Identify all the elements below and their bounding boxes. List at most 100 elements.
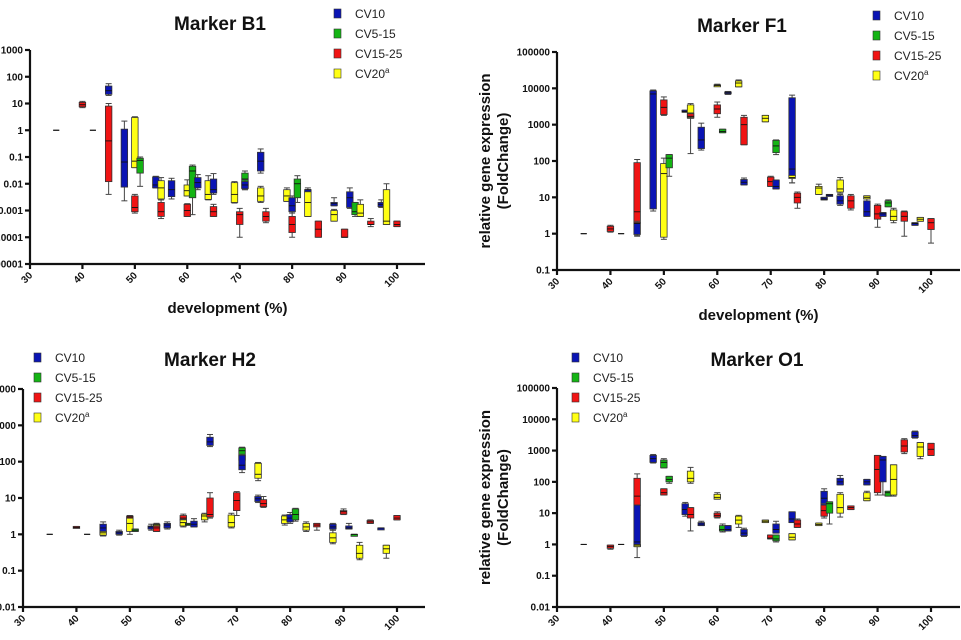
legend-label: CV5-15 (894, 29, 935, 43)
box-cv515-x50 (660, 458, 668, 469)
legend-superscript: a (385, 66, 390, 75)
box-iqr (793, 192, 802, 204)
box-cv20a-x69 (227, 512, 236, 529)
legend: CV10 CV5-15 CV15-25 CV20a (333, 7, 403, 81)
box-cv20a-x55 (157, 177, 165, 201)
legend-label: CV15-25 (355, 47, 403, 61)
box-cv1525-x95 (367, 218, 375, 228)
y-tick-label: 100 (533, 157, 550, 168)
box-iqr (346, 191, 354, 208)
x-tick-label: 80 (814, 613, 830, 629)
y-tick-label: 0.01 (4, 179, 24, 190)
box-cv10-x48 (649, 453, 657, 464)
legend-label: CV10 (355, 7, 385, 21)
box-cv10-x45 (633, 220, 641, 237)
box-cv20a-x60 (179, 518, 187, 528)
legend-swatch-cv10 (33, 352, 42, 363)
box-cv515-x92 (350, 533, 358, 537)
box-cv1525-x45 (104, 103, 113, 195)
box-cv1525-x75 (262, 207, 270, 224)
x-tick-label: 50 (119, 613, 135, 629)
box-iqr (836, 195, 844, 205)
box-iqr (340, 228, 349, 238)
x-tick-label: 40 (72, 270, 88, 286)
box-cv20a-x88 (329, 529, 337, 545)
box-cv1525-x100 (393, 220, 401, 228)
box-cv1525-x50 (126, 514, 134, 519)
box-cv20a-x88 (330, 208, 338, 222)
box-iqr (649, 90, 657, 210)
box-cv20a-x64 (735, 79, 743, 88)
box-iqr (740, 529, 748, 537)
box-cv1525-x95 (900, 210, 908, 237)
x-tick-label: 50 (653, 613, 669, 629)
box-iqr (847, 195, 855, 209)
legend-label: CV20a (355, 66, 390, 81)
chart-panel-h2: Marker H2 0.01 0.1 1 10 100 1000 10000 30 40 50 60 7… (0, 350, 425, 633)
box-cv10-x74 (788, 94, 796, 184)
legend: CV10 CV5-15 CV15-25 CV20a (33, 351, 103, 425)
x-tick-label: 40 (600, 613, 616, 629)
x-tick-label: 80 (814, 276, 830, 292)
box-iqr (330, 210, 338, 222)
legend-label: CV10 (593, 351, 623, 365)
box-cv515-x81 (291, 507, 300, 522)
y-tick-label: 1000 (1, 46, 24, 57)
box-cv515-x51 (665, 154, 673, 177)
box-cv20a-x55 (686, 103, 695, 155)
x-tick-label: 90 (333, 613, 349, 629)
legend-swatch-cv20a (333, 68, 342, 79)
box-cv10-x62 (724, 525, 732, 532)
box-iqr (633, 504, 641, 548)
box-cv20a-x79 (815, 522, 823, 527)
box-cv1525-x40 (72, 525, 81, 529)
box-cv20a-x69 (230, 181, 239, 204)
box-cv515-x61 (188, 164, 197, 216)
box-cv10-x97 (911, 430, 919, 439)
box-iqr (772, 523, 780, 534)
box-iqr (254, 462, 262, 479)
box-iqr (163, 522, 171, 529)
box-cv10-x88 (863, 478, 871, 486)
box-cv10-x65 (206, 433, 214, 448)
box-cv20a-x45 (99, 530, 107, 537)
box-iqr (304, 191, 312, 217)
legend-label: CV15-25 (894, 49, 942, 63)
box-iqr (136, 157, 144, 174)
box-cv10-x80 (820, 196, 828, 201)
box-cv1525-x85 (847, 193, 855, 211)
box-cv515-x81 (293, 175, 302, 203)
box-cv1525-x60 (183, 203, 191, 217)
box-cv1525-x50 (660, 488, 668, 496)
legend-superscript: a (623, 410, 628, 419)
box-iqr (157, 202, 165, 217)
box-cv1525-x65 (206, 492, 214, 519)
box-cv1525-x95 (900, 438, 908, 455)
x-tick-label: 80 (282, 270, 298, 286)
legend: CV10 CV5-15 CV15-25 CV20a (872, 9, 942, 83)
box-iqr (686, 113, 695, 118)
legend-swatch-cv515 (571, 372, 580, 383)
box-cv20a-x60 (713, 83, 721, 88)
box-cv20a-x60 (713, 492, 721, 500)
box-iqr (815, 185, 823, 195)
box-cv20a-x55 (686, 466, 695, 484)
box-cv10-x45 (633, 504, 641, 559)
chart-title: Marker O1 (711, 350, 804, 371)
legend-swatch-cv1525 (33, 392, 42, 403)
y-tick-label: 1000 (528, 446, 551, 457)
y-tick-label: 100000 (517, 384, 551, 395)
x-tick-label: 70 (760, 276, 776, 292)
box-cv1525-x75 (793, 191, 802, 209)
box-cv10-x57 (697, 122, 705, 151)
box-cv1525-x90 (339, 508, 348, 516)
box-iqr (889, 209, 898, 221)
x-tick-label: 70 (760, 613, 776, 629)
box-cv20a-x83 (836, 492, 844, 518)
box-cv1525-x50 (131, 193, 139, 214)
x-tick-label: 30 (546, 276, 562, 292)
box-cv20a-x98 (382, 544, 390, 559)
box-iqr (879, 456, 887, 483)
box-cv10-x65 (209, 173, 218, 195)
